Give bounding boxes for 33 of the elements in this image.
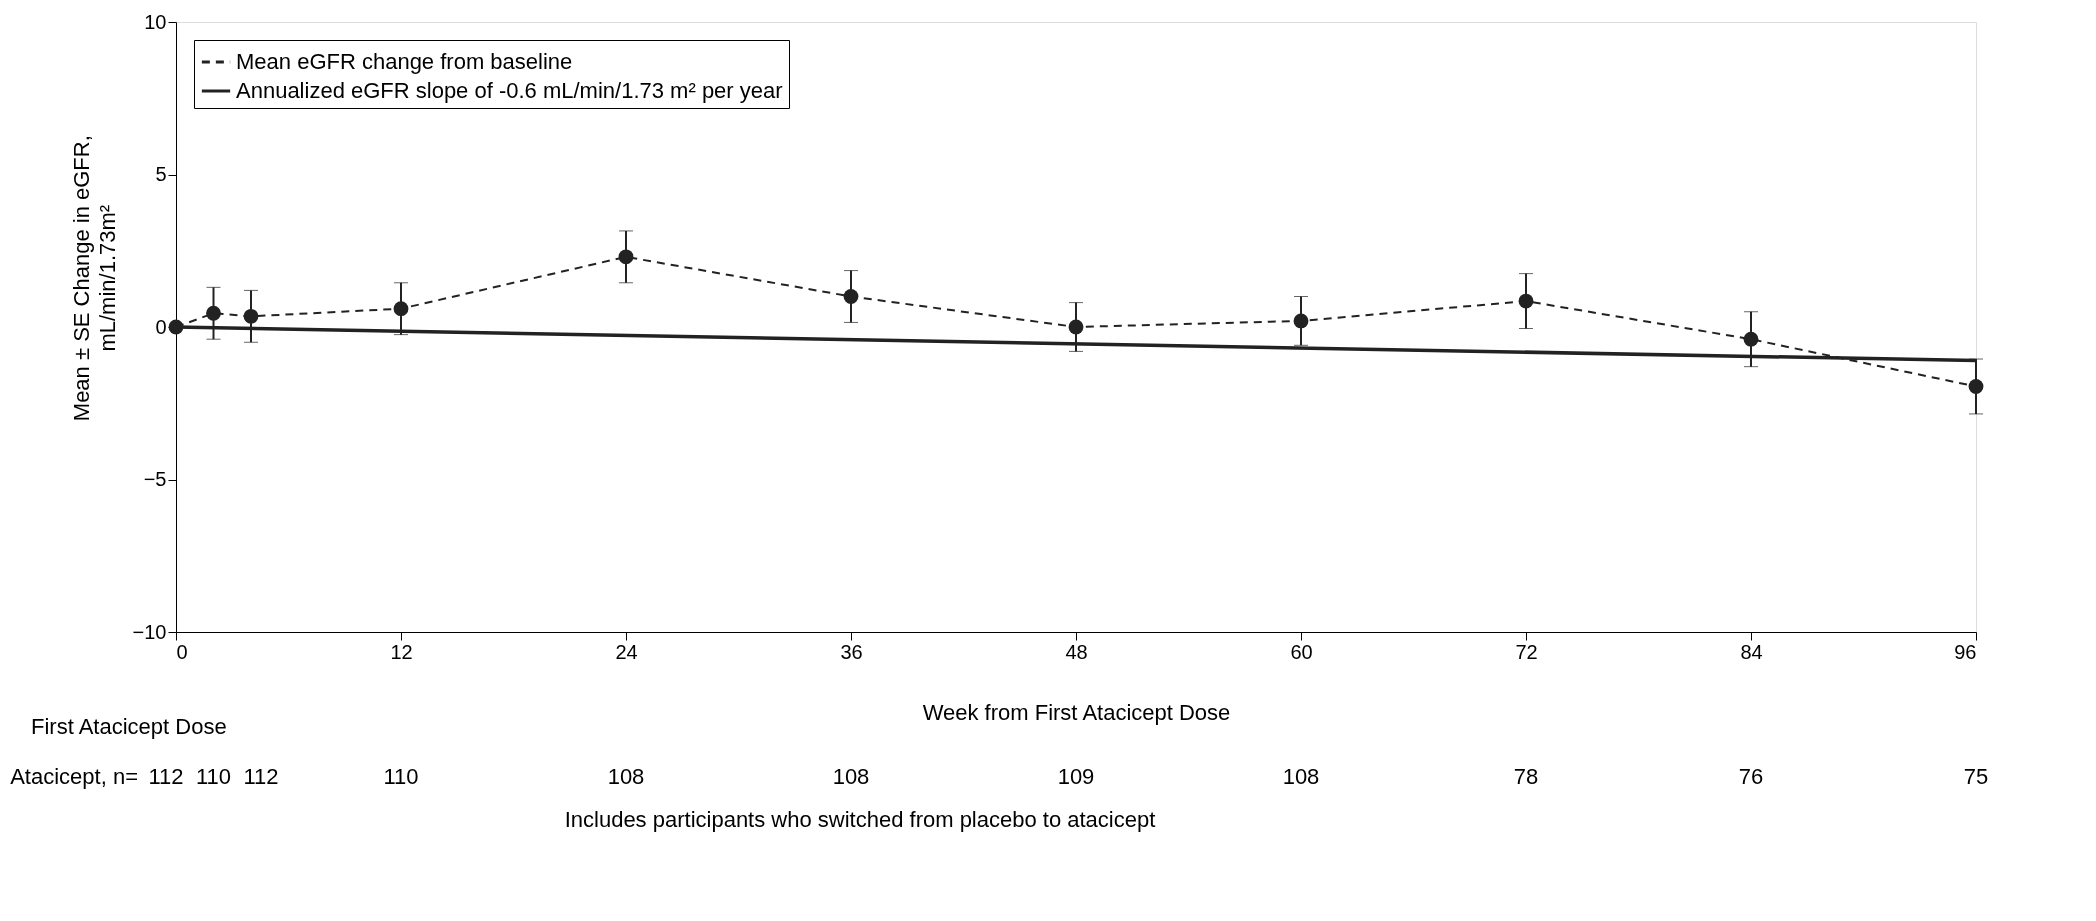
x-tick-label: 72 xyxy=(1515,640,1538,663)
y-tick-label: 0 xyxy=(155,315,167,338)
text: First Atacicept Dose xyxy=(31,714,227,739)
text: Includes participants who switched from placebo to atacicept xyxy=(564,807,1156,832)
text: 108 xyxy=(832,764,870,789)
y-tick-label: −5 xyxy=(143,468,167,490)
x-tick-label: 0 xyxy=(176,640,188,663)
text: Mean ± SE Change in eGFR, xyxy=(69,135,94,422)
x-axis-title: Week from First Atacicept Dose xyxy=(922,699,1231,725)
x-tick-label: 96 xyxy=(1954,640,1977,663)
text: 75 xyxy=(1963,764,1989,789)
x-tick-label: 48 xyxy=(1065,640,1088,663)
x-tick-label: 24 xyxy=(615,640,638,663)
text: 76 xyxy=(1738,764,1764,789)
x-tick-label: 36 xyxy=(840,640,863,663)
text: 112 xyxy=(148,764,184,789)
legend-label: Annualized eGFR slope of -0.6 mL/min/1.73 m² per year xyxy=(236,78,783,103)
text: 110 xyxy=(383,764,419,789)
y-tick-label: 10 xyxy=(144,10,167,33)
text: 78 xyxy=(1513,764,1539,789)
text: 108 xyxy=(1282,764,1320,789)
text: 109 xyxy=(1057,764,1095,789)
text: 108 xyxy=(607,764,645,789)
y-tick-label: −10 xyxy=(132,620,167,643)
text: mL/min/1.73m² xyxy=(95,204,120,352)
legend-label: Mean eGFR change from baseline xyxy=(236,49,573,74)
text: 110 xyxy=(195,764,232,789)
y-tick-label: 5 xyxy=(155,163,167,185)
text: Atacicept, n= xyxy=(10,764,138,789)
x-tick-label: 60 xyxy=(1290,640,1313,663)
text: 112 xyxy=(243,764,279,789)
x-tick-label: 12 xyxy=(390,640,413,663)
x-tick-label: 84 xyxy=(1740,640,1763,663)
